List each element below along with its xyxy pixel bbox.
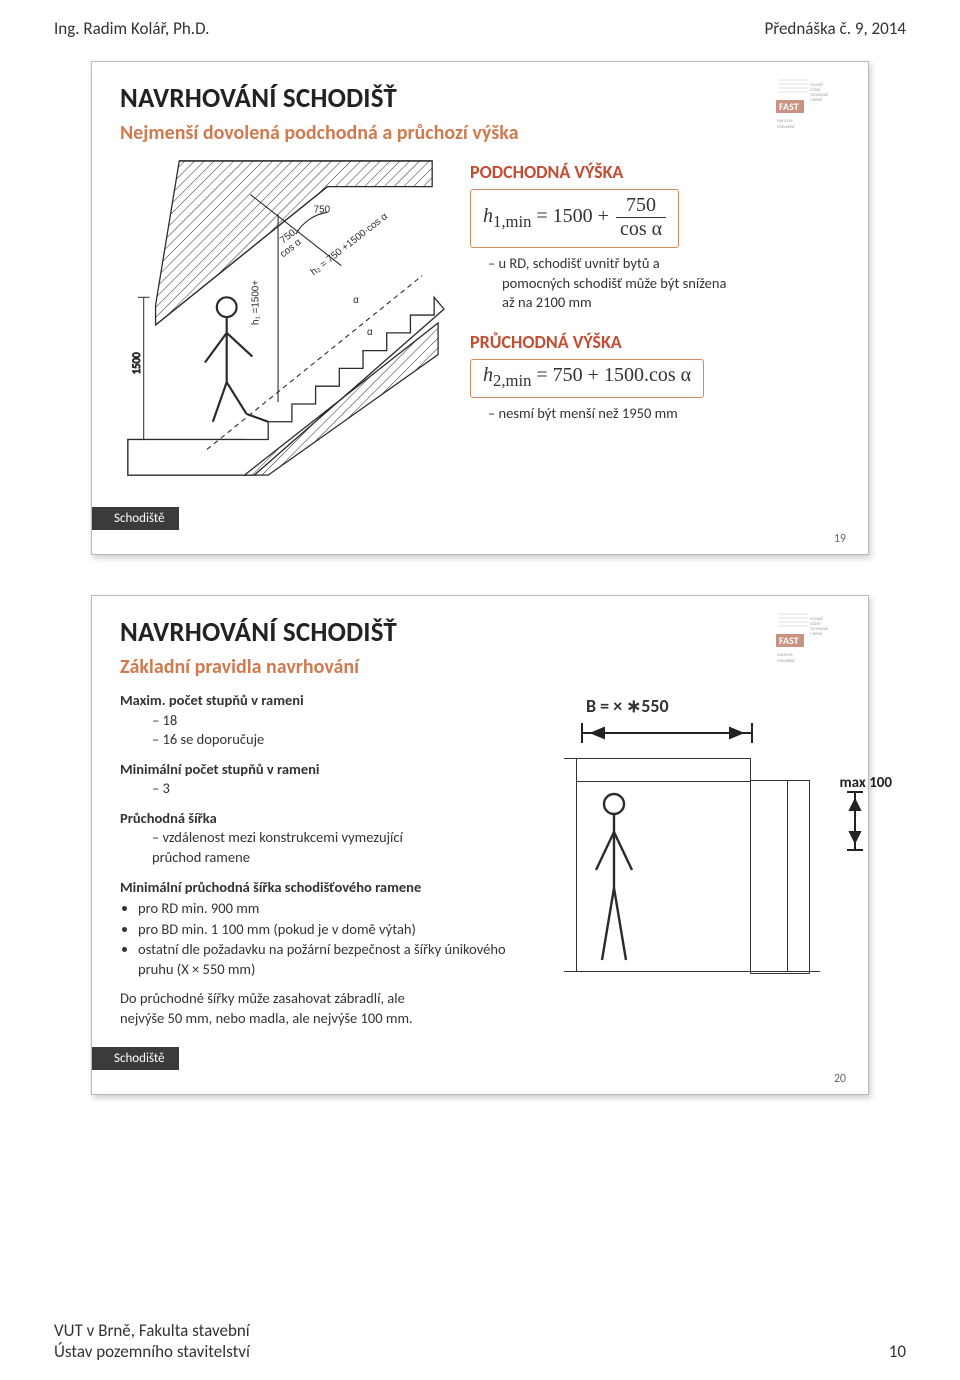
slide1-subtitle: Nejmenší dovolená podchodná a průchozí v…: [120, 121, 840, 145]
slide1-tag: Schodiště: [92, 507, 179, 530]
door-line: [787, 780, 788, 972]
svg-text:1500: 1500: [130, 352, 143, 375]
slide2-figure: B = × ∗550: [564, 691, 840, 1028]
slide2-text: Maxim. počet stupňů v rameni – 18 – 16 s…: [120, 691, 540, 1028]
t2a: – 3: [152, 779, 540, 799]
slide2-title: NAVRHOVÁNÍ SCHODIŠŤ: [120, 616, 840, 649]
t2: Minimální počet stupňů v rameni: [120, 760, 540, 780]
formula-h1: h1,min = 1500 + 750cos α: [470, 189, 679, 248]
svg-text:FAST: FAST: [779, 100, 799, 113]
sec-pruchodna: PRŮCHODNÁ VÝŠKA: [470, 331, 840, 353]
svg-text:α: α: [367, 327, 373, 338]
n1b: pomocných schodišť může být snížena: [502, 274, 840, 294]
slide1-pageno: 19: [834, 532, 846, 546]
page-footer: VUT v Brně, Fakulta stavební Ústav pozem…: [54, 1320, 906, 1362]
stair-section-svg: α α 750 750 cos α h₁ =1500+ h₂ = 750 +15…: [120, 157, 446, 483]
svg-text:750: 750: [314, 204, 331, 215]
slide2-tag: Schodiště: [92, 1047, 179, 1070]
formula-h2: h2,min = 750 + 1500.cos α: [470, 359, 704, 398]
lintel: [576, 758, 751, 782]
dim-max100-line: [844, 788, 866, 858]
door: [750, 780, 810, 974]
slide-1: NAVRHOVÁNÍ SCHODIŠŤ Nejmenší dovolená po…: [91, 61, 869, 555]
t1: Maxim. počet stupňů v rameni: [120, 691, 540, 711]
svg-text:FAKULTA: FAKULTA: [777, 653, 793, 658]
page-header: Ing. Radim Kolář, Ph.D. Přednáška č. 9, …: [0, 0, 960, 39]
n2: – nesmí být menší než 1950 mm: [488, 404, 840, 424]
slide1-text: PODCHODNÁ VÝŠKA h1,min = 1500 + 750cos α…: [470, 157, 840, 488]
sec-podchodna: PODCHODNÁ VÝŠKA: [470, 161, 840, 183]
wall: [564, 758, 577, 972]
svg-text:FAKULTA: FAKULTA: [777, 119, 793, 124]
header-left: Ing. Radim Kolář, Ph.D.: [54, 18, 209, 39]
slide2-pageno: 20: [834, 1072, 846, 1086]
dim-B-line: [564, 719, 820, 747]
li2: pro BD min. 1 100 mm (pokud je v domě vý…: [138, 920, 540, 940]
t4: Minimální průchodná šířka schodišťového …: [120, 878, 540, 898]
t3a: – vzdálenost mezi konstrukcemi vymezujíc…: [152, 828, 540, 848]
t1b: – 16 se doporučuje: [152, 730, 540, 750]
svg-text:h₂ = 750 +1500·cos α: h₂ = 750 +1500·cos α: [309, 211, 390, 278]
footer-right: 10: [889, 1341, 906, 1362]
footer-left-1: VUT v Brně, Fakulta stavební: [54, 1320, 250, 1341]
svg-text:V BRNĚ: V BRNĚ: [810, 631, 822, 637]
slide2-subtitle: Základní pravidla navrhování: [120, 655, 840, 679]
n1c: až na 2100 mm: [502, 293, 840, 313]
dim-B: B = × ∗550: [586, 695, 840, 717]
svg-text:h₁ =1500+: h₁ =1500+: [250, 280, 261, 325]
slide1-title: NAVRHOVÁNÍ SCHODIŠŤ: [120, 82, 840, 115]
footer-left-2: Ústav pozemního stavitelství: [54, 1341, 250, 1362]
svg-text:STAVEBNÍ: STAVEBNÍ: [777, 658, 795, 664]
person-icon: [594, 792, 634, 964]
svg-text:FAST: FAST: [779, 634, 799, 647]
fast-logo: FAST VYSOKÉ UČENÍ TECHNICKÉ V BRNĚ FAKUL…: [774, 76, 844, 132]
svg-text:STAVEBNÍ: STAVEBNÍ: [777, 124, 795, 130]
floor-line: [576, 971, 820, 972]
fast-logo: FAST VYSOKÉ UČENÍ TECHNICKÉ V BRNĚ FAKUL…: [774, 610, 844, 666]
t3: Průchodná šířka: [120, 809, 540, 829]
header-right: Přednáška č. 9, 2014: [764, 18, 906, 39]
svg-text:V BRNĚ: V BRNĚ: [810, 97, 822, 103]
svg-text:α: α: [353, 295, 359, 306]
t3b: průchod ramene: [152, 848, 540, 868]
n1a: – u RD, schodišť uvnitř bytů a: [488, 254, 840, 274]
t5a: Do průchodné šířky může zasahovat zábrad…: [120, 989, 540, 1009]
t5b: nejvýše 50 mm, nebo madla, ale nejvýše 1…: [120, 1009, 540, 1029]
bullets: pro RD min. 900 mm pro BD min. 1 100 mm …: [138, 899, 540, 979]
li3: ostatní dle požadavku na požární bezpečn…: [138, 940, 540, 979]
li1: pro RD min. 900 mm: [138, 899, 540, 919]
slide1-figure: α α 750 750 cos α h₁ =1500+ h₂ = 750 +15…: [120, 157, 446, 488]
slide-2: NAVRHOVÁNÍ SCHODIŠŤ Základní pravidla na…: [91, 595, 869, 1095]
t1a: – 18: [152, 711, 540, 731]
